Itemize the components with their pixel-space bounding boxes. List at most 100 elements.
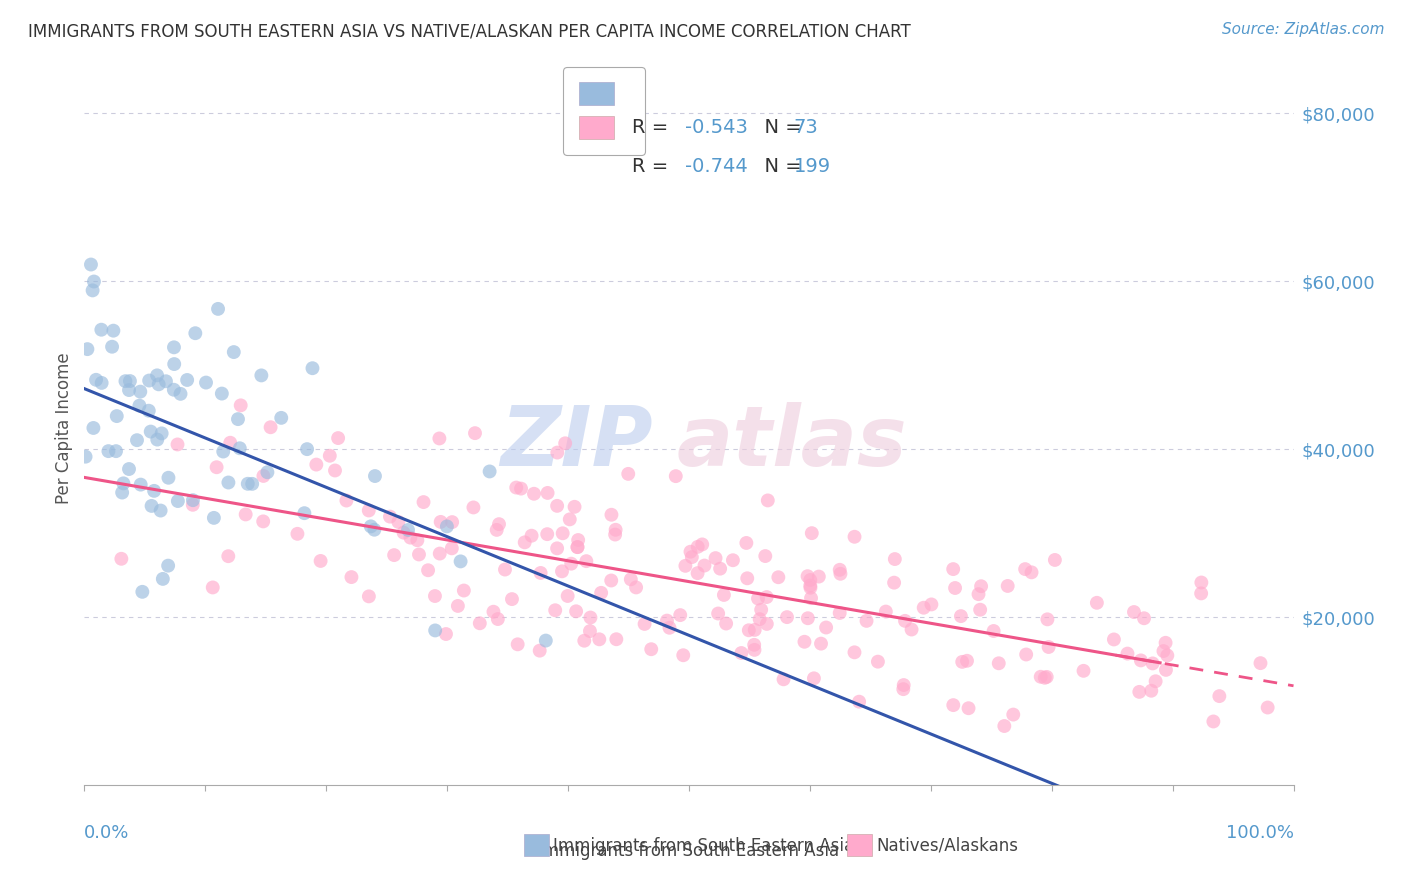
Point xyxy=(229,398,252,412)
Point xyxy=(488,517,510,532)
Point xyxy=(406,533,429,548)
Text: Immigrants from South Eastern Asia: Immigrants from South Eastern Asia xyxy=(554,837,855,855)
Point xyxy=(163,340,186,354)
Point xyxy=(82,284,104,298)
Point xyxy=(143,483,166,498)
Point xyxy=(97,444,120,458)
Point xyxy=(436,519,458,533)
Point xyxy=(141,499,163,513)
Point xyxy=(617,467,640,481)
Point xyxy=(157,471,180,485)
Point xyxy=(1043,553,1066,567)
Point xyxy=(554,436,576,450)
Text: Source: ZipAtlas.com: Source: ZipAtlas.com xyxy=(1222,22,1385,37)
Point xyxy=(357,590,380,604)
Point xyxy=(713,588,735,602)
Point xyxy=(828,606,851,620)
Point xyxy=(429,547,451,561)
Point xyxy=(1036,612,1059,626)
Point xyxy=(681,550,703,565)
Point xyxy=(970,579,993,593)
Point xyxy=(735,571,758,585)
Point xyxy=(139,425,162,439)
Point xyxy=(567,540,589,554)
Point xyxy=(363,523,385,537)
Point xyxy=(76,342,98,356)
Point xyxy=(301,361,323,376)
Point xyxy=(756,493,779,508)
Point xyxy=(295,442,318,457)
Point xyxy=(205,460,228,475)
Point xyxy=(530,566,553,580)
Point xyxy=(166,437,188,451)
Point xyxy=(501,592,523,607)
Point xyxy=(340,570,363,584)
Point xyxy=(396,523,419,537)
Point xyxy=(546,499,568,513)
Text: 100.0%: 100.0% xyxy=(1226,824,1294,842)
Text: -0.744: -0.744 xyxy=(686,157,748,176)
Point xyxy=(212,444,235,458)
Point xyxy=(510,482,533,496)
Point xyxy=(772,673,794,687)
Point xyxy=(894,614,917,628)
Point xyxy=(800,526,823,541)
Y-axis label: Per Capita Income: Per Capita Income xyxy=(55,352,73,504)
Point xyxy=(744,643,766,657)
Point xyxy=(900,623,922,637)
Point xyxy=(464,426,486,441)
Point xyxy=(1033,671,1056,685)
Point xyxy=(250,368,273,383)
Point xyxy=(546,445,568,459)
Point xyxy=(184,326,207,341)
Point xyxy=(560,557,582,571)
Point xyxy=(382,548,405,562)
Point xyxy=(211,386,233,401)
Point xyxy=(150,426,173,441)
Point xyxy=(256,465,278,479)
Point xyxy=(270,410,292,425)
Point xyxy=(983,624,1005,638)
Point xyxy=(453,583,475,598)
Point xyxy=(181,498,204,512)
Text: N =: N = xyxy=(752,157,807,176)
Point xyxy=(309,554,332,568)
Point xyxy=(605,527,627,541)
Point xyxy=(690,537,713,551)
Point xyxy=(125,433,148,447)
Point xyxy=(110,551,132,566)
Point xyxy=(800,591,823,606)
Text: -0.543: -0.543 xyxy=(686,118,748,137)
Point xyxy=(967,587,990,601)
Point xyxy=(942,562,965,576)
Point xyxy=(799,573,821,587)
Point xyxy=(557,589,579,603)
Point xyxy=(1129,653,1152,667)
Point xyxy=(494,563,516,577)
Point xyxy=(1154,636,1177,650)
Point xyxy=(80,258,103,272)
Point xyxy=(546,541,568,556)
Point xyxy=(1257,700,1279,714)
Point xyxy=(942,698,965,712)
Point xyxy=(749,603,772,617)
Point xyxy=(148,377,170,392)
Point xyxy=(658,621,681,635)
Point xyxy=(943,581,966,595)
Text: R =: R = xyxy=(633,118,675,137)
Point xyxy=(721,553,744,567)
Point xyxy=(1142,657,1164,671)
Point xyxy=(75,450,97,464)
Point xyxy=(364,469,387,483)
Point xyxy=(810,637,832,651)
Point xyxy=(176,373,198,387)
Point xyxy=(1116,647,1139,661)
Point xyxy=(118,462,141,476)
Point xyxy=(565,604,588,618)
Point xyxy=(468,616,491,631)
Point xyxy=(744,623,766,637)
Point xyxy=(672,648,695,663)
Point xyxy=(776,610,799,624)
Point xyxy=(883,575,905,590)
Point xyxy=(429,432,451,446)
